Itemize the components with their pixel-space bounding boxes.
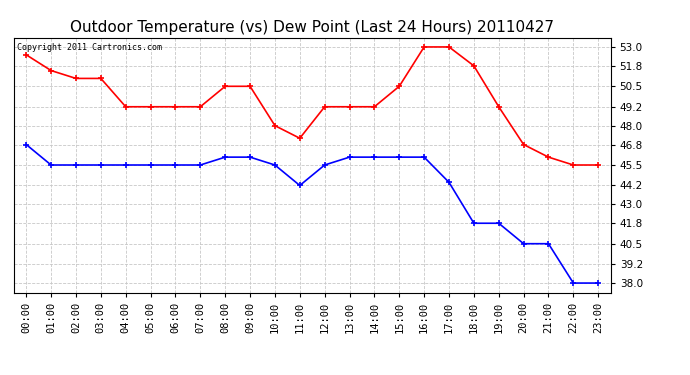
- Text: Copyright 2011 Cartronics.com: Copyright 2011 Cartronics.com: [17, 43, 161, 52]
- Title: Outdoor Temperature (vs) Dew Point (Last 24 Hours) 20110427: Outdoor Temperature (vs) Dew Point (Last…: [70, 20, 554, 35]
